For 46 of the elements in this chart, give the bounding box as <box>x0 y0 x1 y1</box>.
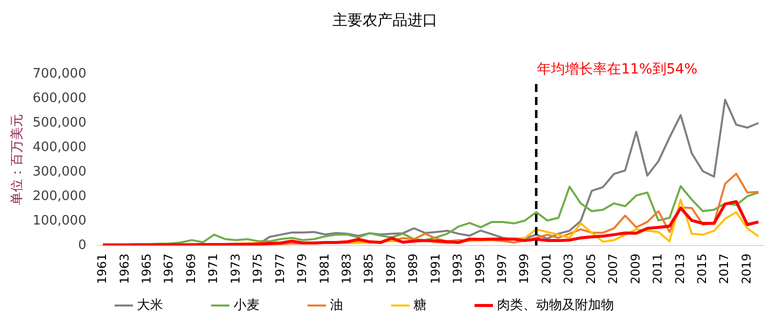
x-tick-label: 2009 <box>628 253 642 284</box>
chart-title: 主要农产品进口 <box>332 10 438 29</box>
y-tick-label: 100,000 <box>32 213 86 228</box>
x-tick-label: 1967 <box>162 253 176 284</box>
x-tick-label: 1991 <box>428 253 442 284</box>
x-tick-label: 2019 <box>739 253 754 284</box>
x-tick-label: 1971 <box>206 253 220 284</box>
x-tick-label: 1985 <box>362 253 376 284</box>
x-tick-label: 2015 <box>695 253 710 284</box>
x-tick-label: 2003 <box>562 253 576 284</box>
x-tick-label: 1973 <box>228 253 242 284</box>
x-tick-label: 1963 <box>117 253 132 284</box>
x-tick-label: 1975 <box>250 253 265 284</box>
x-tick-label: 1983 <box>339 253 354 284</box>
x-tick-label: 1995 <box>472 253 487 284</box>
x-tick-label: 1965 <box>139 253 154 284</box>
x-tick-label: 1989 <box>406 253 420 284</box>
x-tick-label: 2013 <box>672 253 687 284</box>
legend-label: 糖 <box>413 298 466 313</box>
legend-label: 大米 <box>136 298 202 313</box>
legend-label: 肉类、动物及附加物 <box>496 298 653 313</box>
x-tick-label: 1997 <box>495 253 510 284</box>
x-tick-label: 2017 <box>717 253 732 284</box>
x-tick-label: 2007 <box>606 253 620 284</box>
x-tick-label: 2011 <box>650 253 665 284</box>
y-tick-label: 400,000 <box>32 140 86 155</box>
x-tick-label: 2001 <box>539 253 554 284</box>
x-tick-label: 1981 <box>317 253 332 284</box>
y-tick-label: 200,000 <box>32 188 86 204</box>
legend-label: 小麦 <box>233 298 298 313</box>
y-tick-label: 300,000 <box>32 164 86 180</box>
y-axis-title: 单位：百万美元 <box>9 114 26 206</box>
x-tick-label: 1993 <box>450 253 465 284</box>
y-tick-label: 600,000 <box>32 90 86 106</box>
x-tick-label: 1987 <box>384 253 398 284</box>
x-tick-label: 1979 <box>295 253 310 284</box>
x-tick-label: 1977 <box>272 253 287 284</box>
y-tick-label: 500,000 <box>32 115 86 130</box>
annotation: 年均增长率在11%到54% <box>537 62 698 78</box>
legend-label: 油 <box>330 298 382 313</box>
x-tick-label: 1999 <box>517 253 532 284</box>
x-tick-label: 1969 <box>184 253 198 284</box>
x-tick-label: 1961 <box>95 253 110 284</box>
y-tick-label: 700,000 <box>32 66 86 82</box>
x-tick-label: 2005 <box>584 253 598 284</box>
y-tick-label: 0 <box>78 238 86 253</box>
